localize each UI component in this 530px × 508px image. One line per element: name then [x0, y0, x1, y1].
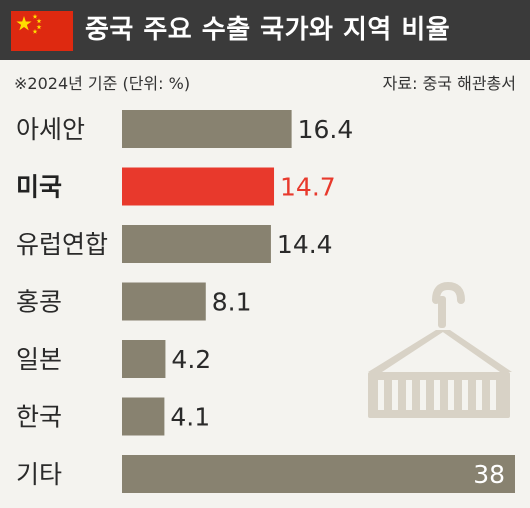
category-label: 홍콩	[16, 288, 62, 317]
source-note: 자료: 중국 해관총서	[382, 74, 516, 93]
bar	[122, 282, 206, 321]
value-label: 38	[473, 460, 505, 489]
category-label: 일본	[16, 345, 62, 374]
header-bar: 중국 주요 수출 국가와 지역 비율	[0, 0, 530, 60]
value-label: 8.1	[212, 288, 252, 317]
china-flag-icon	[11, 11, 73, 51]
bar	[122, 340, 166, 378]
category-label: 유럽연합	[16, 230, 108, 259]
bar	[122, 397, 165, 436]
bar	[122, 225, 271, 263]
unit-note: ※2024년 기준 (단위: %)	[14, 74, 191, 93]
bar	[122, 110, 292, 148]
category-label: 한국	[16, 403, 62, 432]
bar	[122, 167, 275, 206]
value-label: 4.2	[171, 345, 211, 374]
chart-title: 중국 주요 수출 국가와 지역 비율	[85, 15, 451, 45]
bar	[122, 455, 515, 493]
category-label: 기타	[16, 460, 62, 489]
category-label: 아세안	[16, 115, 85, 144]
value-label: 14.4	[277, 230, 333, 259]
value-label: 14.7	[280, 173, 336, 202]
value-label: 16.4	[298, 115, 354, 144]
value-label: 4.1	[170, 403, 210, 432]
category-label: 미국	[16, 173, 62, 202]
shipping-container-icon	[368, 281, 512, 418]
